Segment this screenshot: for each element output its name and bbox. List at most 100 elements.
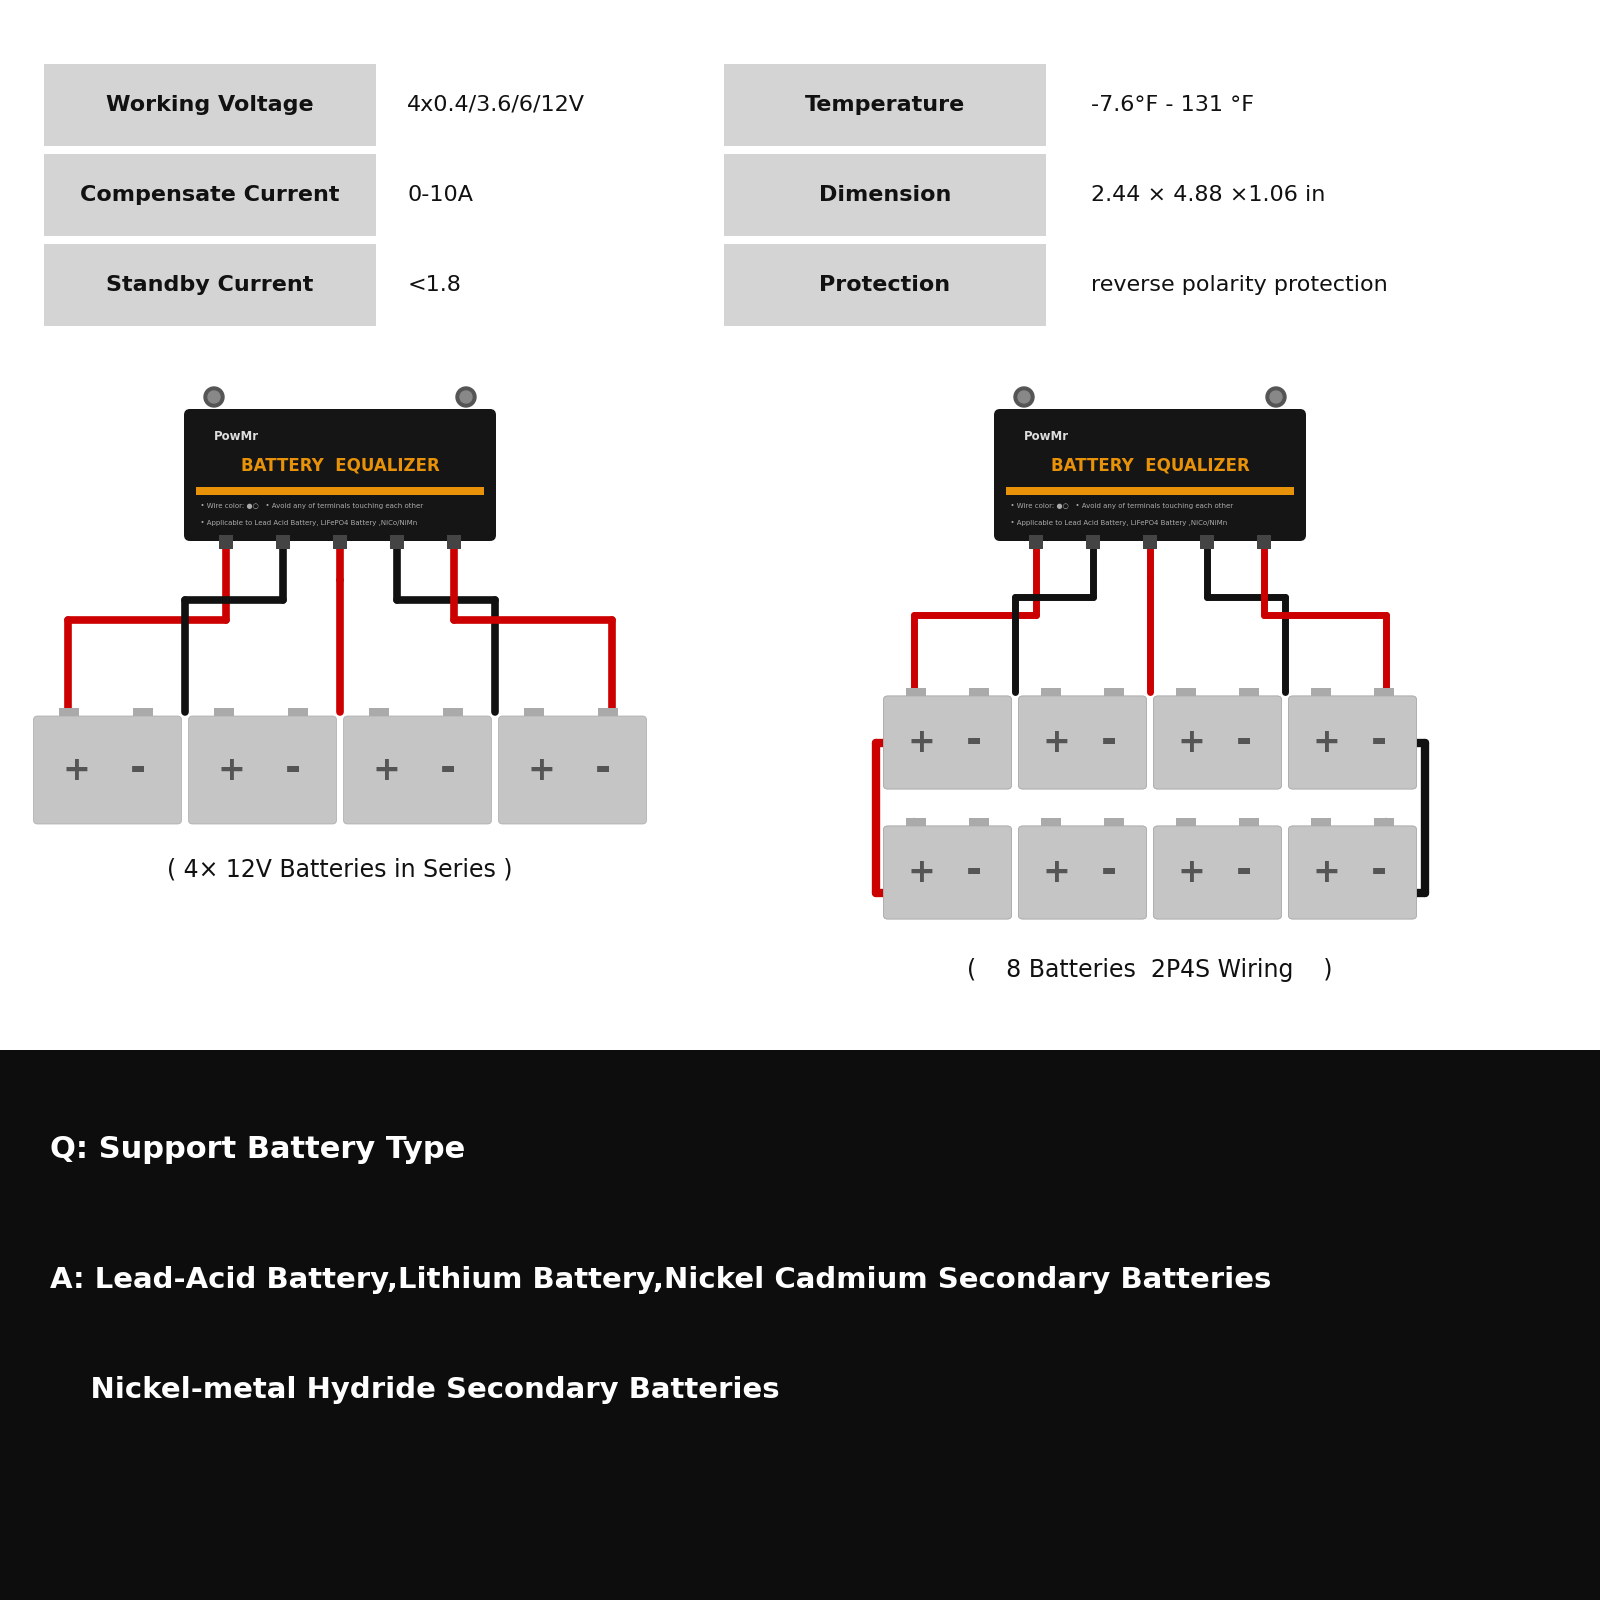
Text: +: + bbox=[1178, 726, 1205, 758]
Bar bbox=[1086, 534, 1101, 549]
Bar bbox=[1040, 818, 1061, 830]
Text: Q: Support Battery Type: Q: Support Battery Type bbox=[50, 1136, 466, 1165]
Bar bbox=[970, 688, 989, 701]
Text: -: - bbox=[440, 750, 456, 789]
FancyBboxPatch shape bbox=[883, 696, 1011, 789]
Bar bbox=[368, 707, 389, 720]
Bar bbox=[45, 154, 376, 235]
Text: Temperature: Temperature bbox=[805, 94, 965, 115]
Text: -: - bbox=[1235, 853, 1251, 891]
Text: +: + bbox=[1042, 856, 1070, 890]
Bar bbox=[1238, 688, 1259, 701]
Bar bbox=[1238, 818, 1259, 830]
FancyBboxPatch shape bbox=[1019, 826, 1147, 918]
Circle shape bbox=[456, 387, 477, 406]
Text: -: - bbox=[1235, 853, 1251, 891]
Text: -: - bbox=[130, 750, 146, 789]
Text: +: + bbox=[907, 856, 934, 890]
Bar bbox=[906, 818, 925, 830]
FancyBboxPatch shape bbox=[1154, 826, 1282, 918]
Text: +: + bbox=[1042, 856, 1070, 890]
Bar bbox=[1054, 154, 1555, 235]
Bar bbox=[45, 243, 376, 326]
Bar bbox=[0, 1050, 1600, 1600]
FancyBboxPatch shape bbox=[1019, 696, 1147, 789]
Text: -: - bbox=[1101, 853, 1117, 891]
Text: -: - bbox=[966, 853, 982, 891]
Text: Standby Current: Standby Current bbox=[106, 275, 314, 294]
Bar bbox=[1104, 818, 1125, 830]
Text: +: + bbox=[1312, 726, 1341, 758]
Text: -7.6°F - 131 °F: -7.6°F - 131 °F bbox=[1091, 94, 1254, 115]
Text: <1.8: <1.8 bbox=[406, 275, 461, 294]
Text: Protection: Protection bbox=[819, 275, 950, 294]
Text: +: + bbox=[907, 726, 934, 758]
FancyBboxPatch shape bbox=[1154, 696, 1282, 789]
Text: PowMr: PowMr bbox=[214, 430, 259, 443]
FancyBboxPatch shape bbox=[1154, 696, 1282, 789]
Circle shape bbox=[1018, 390, 1030, 403]
FancyBboxPatch shape bbox=[184, 410, 496, 541]
Bar bbox=[1054, 64, 1555, 146]
Bar bbox=[598, 707, 618, 720]
Bar bbox=[1310, 688, 1331, 701]
Text: +: + bbox=[907, 856, 934, 890]
Text: +: + bbox=[1042, 726, 1070, 758]
FancyBboxPatch shape bbox=[883, 696, 1011, 789]
FancyBboxPatch shape bbox=[883, 826, 1011, 918]
Bar bbox=[723, 243, 1046, 326]
Bar bbox=[1104, 688, 1125, 701]
Text: A: Lead-Acid Battery,Lithium Battery,Nickel Cadmium Secondary Batteries: A: Lead-Acid Battery,Lithium Battery,Nic… bbox=[50, 1266, 1272, 1294]
Bar bbox=[213, 707, 234, 720]
Bar bbox=[1040, 818, 1061, 830]
Bar bbox=[906, 818, 925, 830]
Bar bbox=[1054, 243, 1555, 326]
Bar bbox=[1176, 688, 1195, 701]
Text: +: + bbox=[1178, 856, 1205, 890]
Bar bbox=[288, 707, 307, 720]
Bar bbox=[1310, 818, 1331, 830]
Text: • Applicable to Lead Acid Battery, LiFePO4 Battery ,NiCo/NiMn: • Applicable to Lead Acid Battery, LiFeP… bbox=[195, 520, 418, 526]
Text: • Wire color: ●○   • Avoid any of terminals touching each other: • Wire color: ●○ • Avoid any of terminal… bbox=[195, 502, 422, 509]
FancyBboxPatch shape bbox=[1019, 826, 1147, 918]
Bar bbox=[906, 688, 925, 701]
Text: -: - bbox=[1101, 723, 1117, 762]
FancyBboxPatch shape bbox=[1288, 826, 1416, 918]
Text: -: - bbox=[1101, 723, 1117, 762]
Bar bbox=[384, 64, 717, 146]
Bar bbox=[1029, 534, 1043, 549]
Bar bbox=[1104, 688, 1125, 701]
Text: +: + bbox=[1312, 856, 1341, 890]
Text: -: - bbox=[1101, 853, 1117, 891]
Bar bbox=[1176, 818, 1195, 830]
Text: 0-10A: 0-10A bbox=[406, 186, 474, 205]
Text: +: + bbox=[1178, 856, 1205, 890]
Text: +: + bbox=[62, 754, 91, 787]
Bar bbox=[333, 534, 347, 549]
Text: ( 4× 12V Batteries in Series ): ( 4× 12V Batteries in Series ) bbox=[168, 858, 512, 882]
Bar bbox=[1374, 818, 1394, 830]
Bar bbox=[1374, 688, 1394, 701]
Bar bbox=[906, 688, 925, 701]
Bar bbox=[1040, 688, 1061, 701]
Bar bbox=[1040, 688, 1061, 701]
Bar bbox=[1310, 688, 1331, 701]
Text: +: + bbox=[1312, 726, 1341, 758]
Circle shape bbox=[208, 390, 221, 403]
Bar bbox=[723, 64, 1046, 146]
FancyBboxPatch shape bbox=[1288, 826, 1416, 918]
Bar bbox=[384, 154, 717, 235]
Text: +: + bbox=[373, 754, 400, 787]
Bar bbox=[195, 486, 483, 494]
Text: 4x0.4/3.6/6/12V: 4x0.4/3.6/6/12V bbox=[406, 94, 586, 115]
Text: BATTERY  EQUALIZER: BATTERY EQUALIZER bbox=[1051, 456, 1250, 475]
Bar bbox=[723, 154, 1046, 235]
Bar bbox=[970, 818, 989, 830]
Bar bbox=[1176, 818, 1195, 830]
Text: -: - bbox=[1371, 723, 1387, 762]
Text: -: - bbox=[285, 750, 301, 789]
FancyBboxPatch shape bbox=[1288, 696, 1416, 789]
Bar bbox=[1374, 818, 1394, 830]
Bar bbox=[1310, 818, 1331, 830]
Bar bbox=[970, 688, 989, 701]
